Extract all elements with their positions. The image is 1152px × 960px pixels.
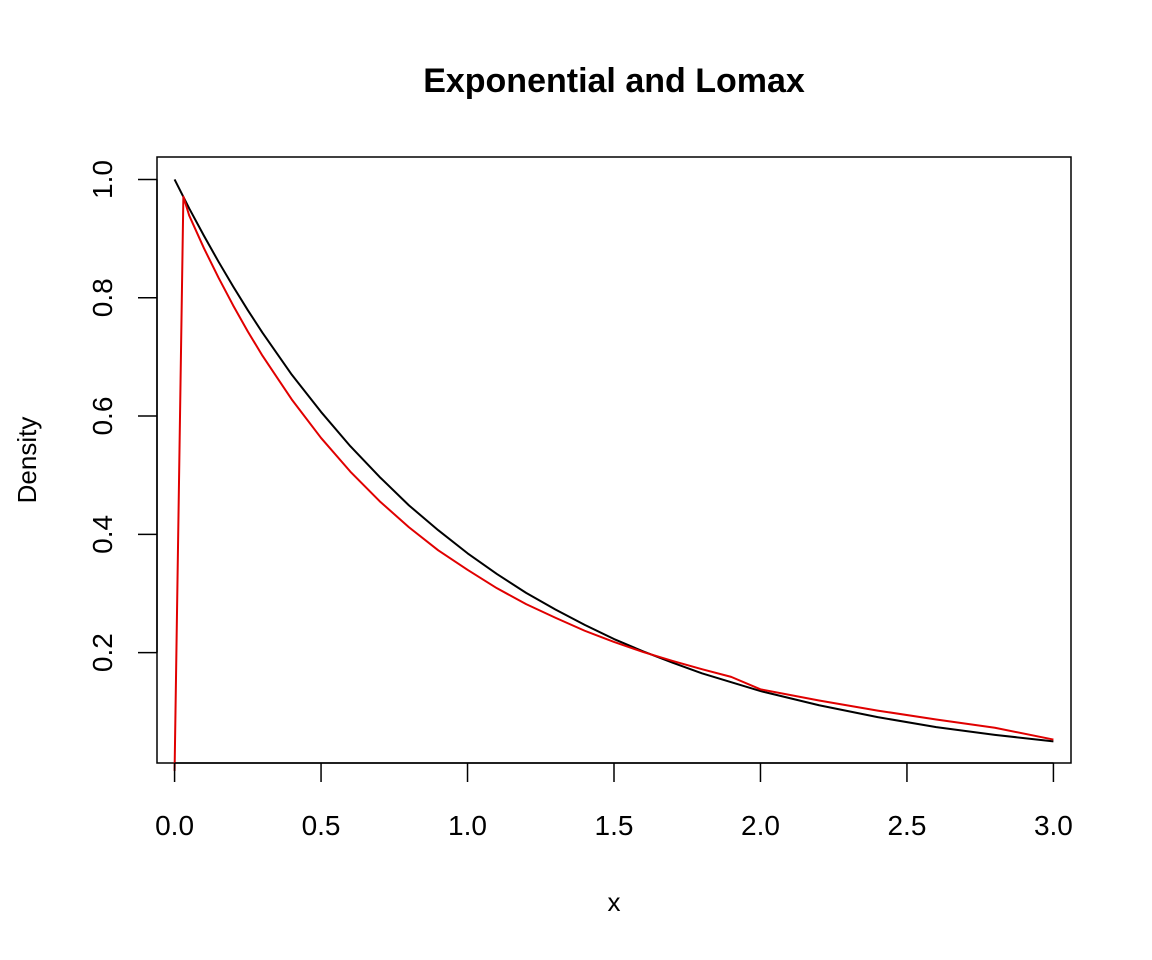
y-axis: 0.2 0.4 0.6 0.8 1.0: [87, 160, 158, 672]
x-tick-label: 0.5: [302, 810, 341, 841]
y-tick-label: 0.8: [87, 278, 118, 317]
y-axis-label: Density: [12, 417, 42, 504]
x-tick-label: 2.0: [741, 810, 780, 841]
x-tick-label: 2.5: [887, 810, 926, 841]
x-axis-label: x: [608, 887, 621, 917]
x-axis: 0.0 0.5 1.0 1.5 2.0 2.5 3.0: [155, 762, 1073, 841]
series-line-1: [173, 179, 1054, 743]
chart-title: Exponential and Lomax: [423, 62, 805, 100]
y-tick-label: 0.6: [87, 397, 118, 436]
y-tick-label: 0.2: [87, 633, 118, 672]
series-layer: [173, 179, 1054, 771]
x-tick-label: 1.0: [448, 810, 487, 841]
x-tick-label: 3.0: [1034, 810, 1073, 841]
x-tick-label: 0.0: [155, 810, 194, 841]
y-tick-label: 1.0: [87, 160, 118, 199]
x-tick-label: 1.5: [595, 810, 634, 841]
y-tick-label: 0.4: [87, 515, 118, 554]
series-line-2: [173, 195, 1054, 771]
